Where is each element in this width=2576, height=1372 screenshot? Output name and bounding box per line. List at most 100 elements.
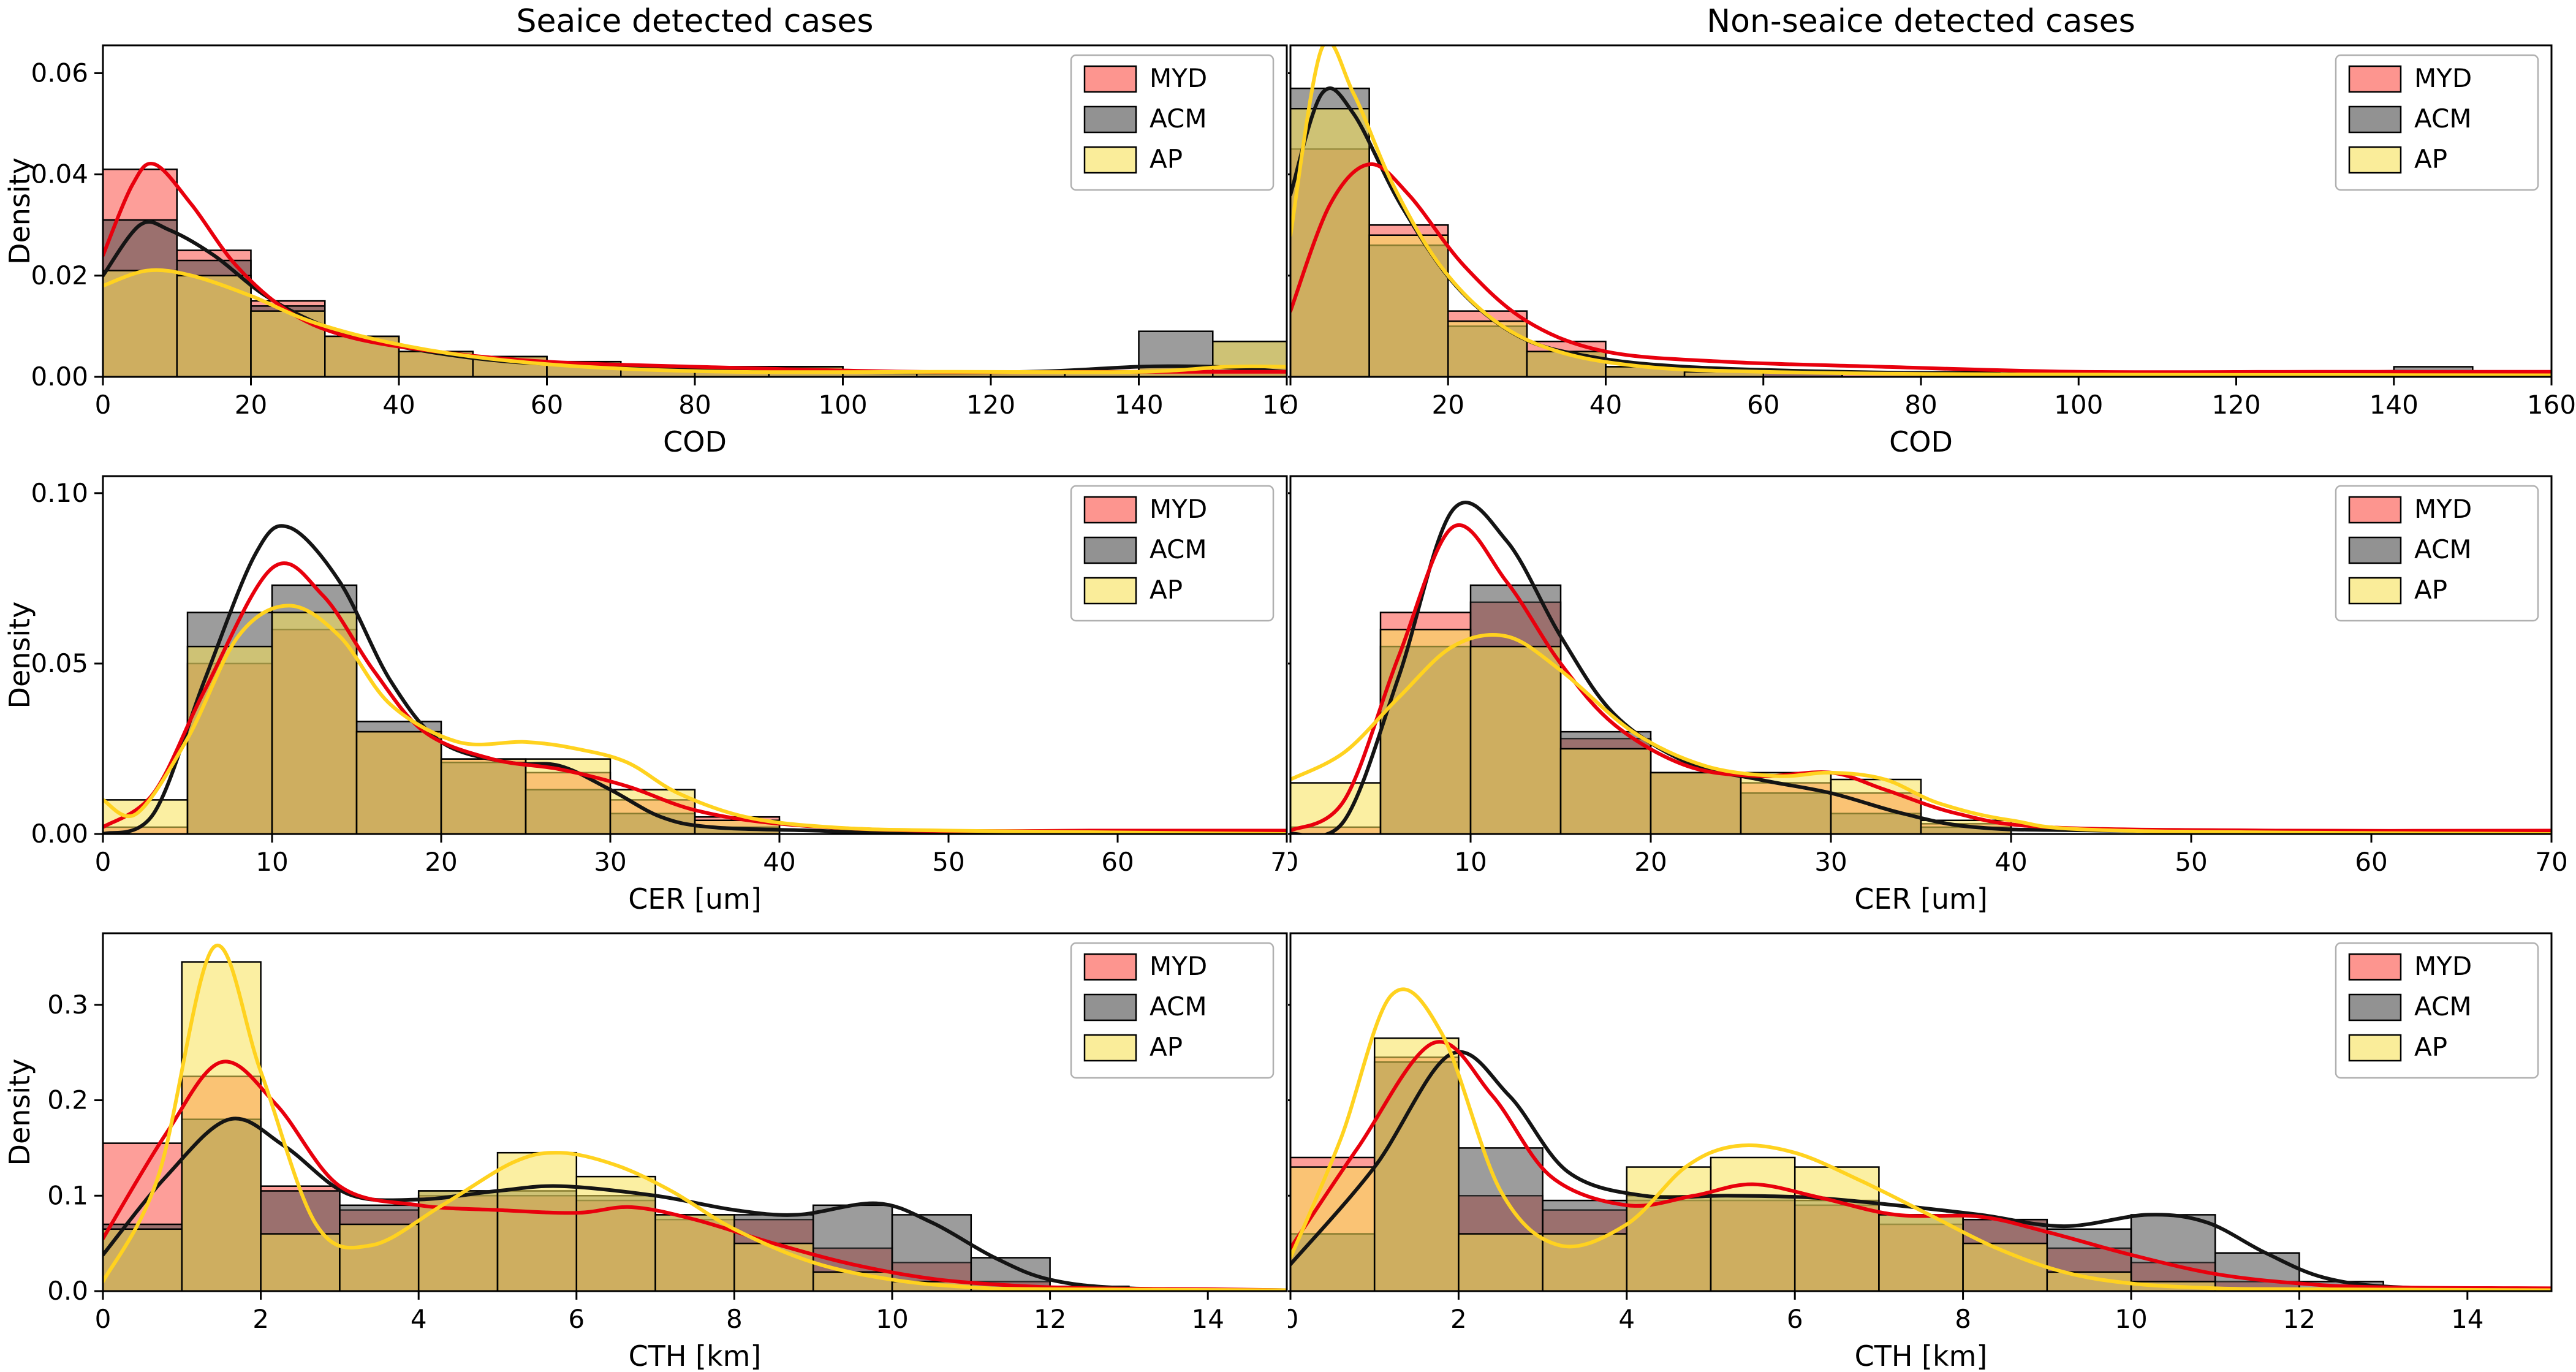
legend-swatch-MYD: [2348, 65, 2402, 93]
svg-text:80: 80: [1904, 390, 1937, 420]
svg-text:80: 80: [678, 390, 711, 420]
legend: MYD ACM AP: [2335, 942, 2539, 1079]
svg-text:140: 140: [1114, 390, 1163, 420]
kde-line-AP: [1290, 632, 2551, 834]
svg-text:2: 2: [1450, 1304, 1467, 1334]
subplot-cod-seaice: 0 20 40 60 80 100 120 140 160 0.00 0.02 0.04 0.06 COD…: [3, 3, 1288, 458]
svg-text:60: 60: [2355, 847, 2387, 877]
svg-text:0: 0: [95, 847, 112, 877]
svg-text:0.0: 0.0: [47, 1276, 88, 1306]
svg-text:0.06: 0.06: [31, 58, 88, 88]
svg-text:30: 30: [1814, 847, 1847, 877]
legend-label-AP: AP: [1150, 144, 1183, 174]
legend-label-AP: AP: [2414, 575, 2447, 605]
subplot-cth-nonseaice: 0 2 4 6 8 10 12 14 CTH [km] MYD ACM AP: [1288, 932, 2553, 1372]
svg-text:12: 12: [2283, 1304, 2316, 1334]
x-axis-label: CTH [km]: [1855, 1340, 1988, 1372]
legend-swatch-MYD: [2348, 953, 2402, 981]
kde-line-AP: [103, 944, 1287, 1291]
y-axis: 0.00 0.02 0.04 0.06: [31, 58, 103, 392]
svg-text:0.00: 0.00: [31, 819, 88, 849]
svg-text:40: 40: [1589, 390, 1622, 420]
legend-label-AP: AP: [1150, 1032, 1183, 1062]
svg-text:4: 4: [411, 1304, 427, 1334]
subplot-cod-nonseaice: 0 20 40 60 80 100 120 140 160 COD Non-seaice detec…: [1288, 3, 2576, 458]
x-axis-label: COD: [1889, 425, 1953, 458]
legend-swatch-AP: [1083, 146, 1137, 174]
legend-label-ACM: ACM: [1150, 991, 1207, 1021]
figure-row-cth: 0 2 4 6 8 10 12 14 0.0 0.1 0.2 0.3 CTH [km] Density MY…: [0, 915, 2576, 1372]
legend-swatch-AP: [1083, 1034, 1137, 1062]
svg-text:12: 12: [1034, 1304, 1066, 1334]
svg-text:40: 40: [382, 390, 415, 420]
svg-text:100: 100: [2054, 390, 2103, 420]
x-axis: 0 2 4 6 8 10 12 14: [95, 1291, 1224, 1334]
svg-text:70: 70: [1270, 847, 1288, 877]
svg-text:0.05: 0.05: [31, 648, 88, 678]
legend-label-ACM: ACM: [1150, 104, 1207, 134]
legend: MYD ACM AP: [1070, 942, 1275, 1079]
svg-text:0.10: 0.10: [31, 478, 88, 508]
svg-text:100: 100: [818, 390, 867, 420]
legend-label-AP: AP: [1150, 575, 1183, 605]
subplot-cth-seaice: 0 2 4 6 8 10 12 14 0.0 0.1 0.2 0.3 CTH [km] Density MY…: [3, 932, 1288, 1372]
kde-line-ACM: [1290, 1050, 2551, 1291]
svg-text:0: 0: [95, 390, 112, 420]
legend-swatch-ACM: [1083, 536, 1137, 564]
figure-row-cod: 0 20 40 60 80 100 120 140 160 0.00 0.02 0.04 0.06 COD…: [0, 0, 2576, 458]
subplot-title: Non-seaice detected cases: [1707, 3, 2135, 40]
svg-text:60: 60: [1747, 390, 1779, 420]
kde-line-AP: [1290, 45, 2551, 377]
legend-swatch-AP: [2348, 146, 2402, 174]
svg-text:50: 50: [2175, 847, 2207, 877]
legend-label-MYD: MYD: [1150, 951, 1207, 981]
legend-swatch-MYD: [1083, 496, 1137, 524]
kde-line-MYD: [1290, 1040, 2551, 1291]
svg-text:4: 4: [1618, 1304, 1635, 1334]
svg-text:0.00: 0.00: [31, 362, 88, 392]
legend-label-AP: AP: [2414, 144, 2447, 174]
svg-text:60: 60: [1101, 847, 1134, 877]
legend-label-ACM: ACM: [1150, 534, 1207, 564]
legend-swatch-ACM: [2348, 105, 2402, 134]
x-axis-label: CER [um]: [628, 882, 762, 915]
legend-swatch-ACM: [2348, 536, 2402, 564]
svg-text:10: 10: [1454, 847, 1487, 877]
legend: MYD ACM AP: [1070, 54, 1275, 191]
svg-text:160: 160: [1262, 390, 1288, 420]
legend-swatch-MYD: [1083, 65, 1137, 93]
svg-text:0: 0: [1288, 390, 1298, 420]
svg-text:20: 20: [235, 390, 267, 420]
svg-text:0.3: 0.3: [47, 990, 88, 1020]
svg-text:30: 30: [594, 847, 626, 877]
legend-swatch-MYD: [1083, 953, 1137, 981]
svg-text:10: 10: [2115, 1304, 2147, 1334]
kde-line-MYD: [1290, 162, 2551, 374]
svg-text:160: 160: [2527, 390, 2576, 420]
hist-AP: [103, 270, 1287, 377]
svg-text:6: 6: [568, 1304, 585, 1334]
svg-text:0.04: 0.04: [31, 159, 88, 189]
legend-label-ACM: ACM: [2414, 104, 2472, 134]
legend: MYD ACM AP: [2335, 54, 2539, 191]
svg-text:20: 20: [1432, 390, 1464, 420]
kde-line-ACM: [103, 1116, 1287, 1291]
svg-text:10: 10: [876, 1304, 908, 1334]
hist-AP: [1290, 107, 1764, 377]
kde-line-MYD: [103, 1059, 1287, 1291]
legend-label-ACM: ACM: [2414, 991, 2472, 1021]
svg-text:14: 14: [1191, 1304, 1224, 1334]
svg-text:60: 60: [531, 390, 563, 420]
legend-label-MYD: MYD: [2414, 951, 2472, 981]
axes-frame: [102, 475, 1288, 835]
x-axis: 0 10 20 30 40 50 60 70: [1288, 834, 2568, 877]
kde-line-AP: [103, 268, 1287, 374]
x-axis-label: CTH [km]: [629, 1340, 762, 1372]
svg-text:0: 0: [1288, 847, 1298, 877]
svg-text:0.1: 0.1: [47, 1180, 88, 1210]
legend-swatch-MYD: [2348, 496, 2402, 524]
svg-text:0.02: 0.02: [31, 260, 88, 290]
x-axis: 0 20 40 60 80 100 120 140 160: [1288, 377, 2576, 420]
y-axis: [1288, 72, 1290, 378]
